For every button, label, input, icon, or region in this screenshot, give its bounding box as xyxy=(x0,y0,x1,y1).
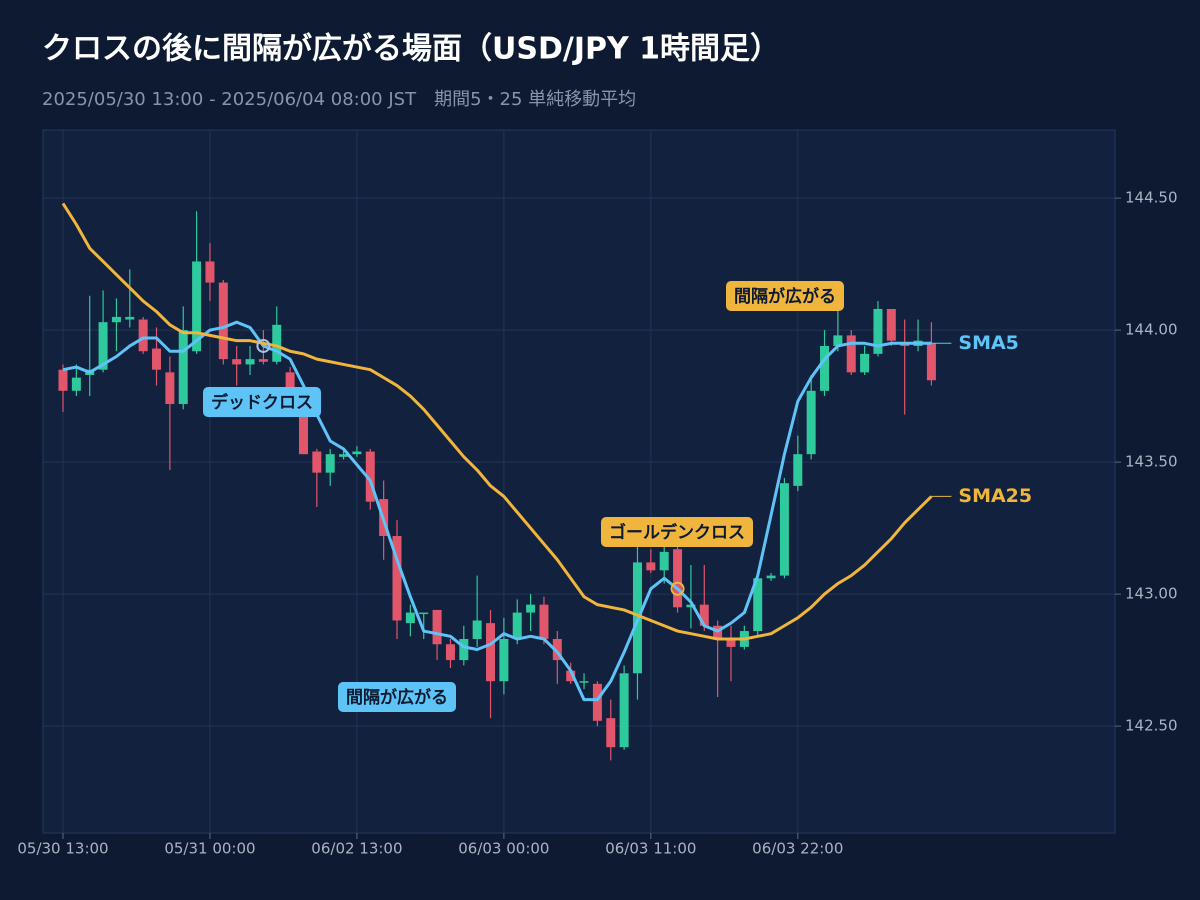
candle-body xyxy=(499,638,509,682)
candle-body xyxy=(232,359,242,365)
candle-body xyxy=(178,330,188,405)
annotation-text: 間隔が広がる xyxy=(346,687,448,708)
candle-body xyxy=(619,673,629,748)
candle-body xyxy=(566,670,576,682)
candle-body xyxy=(71,377,81,391)
plot-area xyxy=(42,129,1116,834)
annotation: ゴールデンクロス xyxy=(601,517,753,547)
candle-body xyxy=(245,359,255,365)
chart-subtitle: 2025/05/30 13:00 - 2025/06/04 08:00 JST … xyxy=(42,89,636,110)
candle-body xyxy=(646,562,656,571)
candle-body xyxy=(192,261,202,352)
candle-body xyxy=(298,388,308,455)
legend-label: SMA25 xyxy=(958,485,1032,507)
candle-body xyxy=(152,348,162,370)
line-series xyxy=(62,320,932,702)
candle-body xyxy=(459,638,469,661)
candle-body xyxy=(806,390,816,455)
candle-body xyxy=(833,335,843,346)
candle-body xyxy=(472,620,482,639)
annotation: 間隔が広がる xyxy=(338,682,456,712)
candle-body xyxy=(486,623,496,682)
y-tick-label: 143.50 xyxy=(1125,453,1178,471)
candle-body xyxy=(686,604,696,608)
annotation-text: ゴールデンクロス xyxy=(609,522,745,543)
annotation-box xyxy=(726,281,844,311)
y-tick-label: 144.00 xyxy=(1125,321,1178,339)
candle-body xyxy=(860,353,870,373)
candle-body xyxy=(753,578,763,632)
candle-body xyxy=(445,644,455,661)
annotation-box xyxy=(203,387,321,417)
candle-body xyxy=(352,451,362,455)
candle-body xyxy=(592,683,602,721)
candle-body xyxy=(606,718,616,748)
candle-body xyxy=(886,308,896,341)
candle-body xyxy=(699,604,709,626)
candle-body xyxy=(125,316,135,320)
candle-body xyxy=(58,369,68,391)
candle-body xyxy=(365,451,375,502)
candle-body xyxy=(793,454,803,486)
candle-body xyxy=(779,483,789,576)
x-tick-label: 06/03 11:00 xyxy=(605,840,696,858)
annotation-box xyxy=(338,682,456,712)
x-tick-label: 06/02 13:00 xyxy=(311,840,402,858)
candle-body xyxy=(165,372,175,405)
candle-body xyxy=(432,609,442,645)
candle-body xyxy=(272,324,282,362)
candle-body xyxy=(258,359,268,362)
candle-body xyxy=(726,638,736,647)
annotation-text: デッドクロス xyxy=(211,392,313,413)
candle-body xyxy=(512,612,522,639)
chart-title: クロスの後に間隔が広がる場面（USD/JPY 1時間足） xyxy=(42,32,780,67)
candle-body xyxy=(552,638,562,661)
candle-body xyxy=(218,282,228,360)
legend-label: SMA5 xyxy=(958,332,1019,354)
candle-body xyxy=(873,308,883,354)
candle-body xyxy=(766,575,776,579)
candle-body xyxy=(405,612,415,624)
y-tick-label: 144.50 xyxy=(1125,189,1178,207)
x-tick-label: 05/31 00:00 xyxy=(164,840,255,858)
cross-marker xyxy=(256,338,271,353)
candle-body xyxy=(659,551,669,571)
annotation-box xyxy=(601,517,753,547)
candle-body xyxy=(820,345,830,391)
candle-body xyxy=(98,322,108,370)
x-tick-label: 06/03 22:00 xyxy=(752,840,843,858)
candle-body xyxy=(926,343,936,381)
candle-body xyxy=(339,454,349,457)
candle-body xyxy=(285,372,295,389)
candle-body xyxy=(205,261,215,283)
line-series xyxy=(61,202,933,641)
annotation: 間隔が広がる xyxy=(726,281,844,311)
candle-body xyxy=(526,604,536,613)
candle-body xyxy=(111,316,121,323)
candle-body xyxy=(673,549,683,608)
annotation-text: 間隔が広がる xyxy=(734,286,836,307)
x-tick-label: 05/30 13:00 xyxy=(17,840,108,858)
x-tick-label: 06/03 00:00 xyxy=(458,840,549,858)
candle-body xyxy=(579,681,589,683)
cross-marker xyxy=(670,581,685,596)
candle-body xyxy=(539,604,549,639)
y-tick-label: 142.50 xyxy=(1125,717,1178,735)
candle-body xyxy=(325,454,335,473)
candle-body xyxy=(312,451,322,473)
annotation: デッドクロス xyxy=(203,387,321,417)
candle-body xyxy=(419,612,429,615)
candle-body xyxy=(138,319,148,352)
candle-body xyxy=(846,335,856,373)
y-tick-label: 143.00 xyxy=(1125,585,1178,603)
candle-body xyxy=(392,536,402,621)
